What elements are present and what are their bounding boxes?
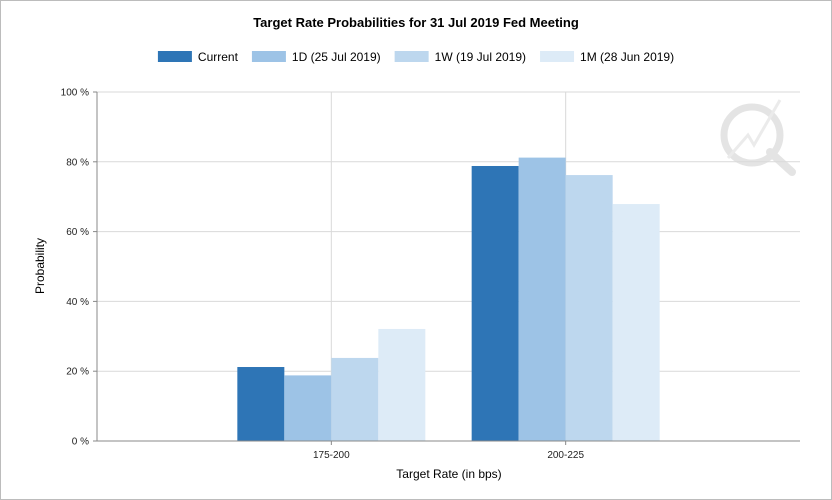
- legend-label: 1W (19 Jul 2019): [435, 50, 526, 64]
- legend-label: Current: [198, 50, 239, 64]
- legend-label: 1D (25 Jul 2019): [292, 50, 381, 64]
- legend-item: Current: [157, 50, 239, 64]
- legend-item: 1D (25 Jul 2019): [251, 50, 381, 64]
- x-tick-label: 175-200: [313, 450, 350, 461]
- legend-label: 1M (28 Jun 2019): [580, 50, 674, 64]
- legend-swatch: [251, 51, 286, 62]
- legend-swatch: [540, 51, 575, 62]
- bar-current-175-200: [237, 367, 285, 441]
- bars: [237, 157, 660, 441]
- y-tick-label: 0 %: [72, 437, 89, 448]
- axes: 0 % 20 % 40 % 60 % 80 % 100 % 175-200 200-225: [61, 88, 800, 461]
- y-tick-label: 20 %: [66, 367, 89, 378]
- legend: Current 1D (25 Jul 2019) 1W (19 Jul 2019) 1…: [157, 50, 674, 64]
- chart-title: Target Rate Probabilities for 31 Jul 201…: [253, 15, 579, 30]
- y-axis-label: Probability: [33, 238, 47, 294]
- x-axis-label: Target Rate (in bps): [396, 467, 501, 481]
- y-tick-label: 80 %: [66, 157, 89, 168]
- bar-1d-175-200: [284, 375, 332, 441]
- bar-1m-200-225: [612, 204, 660, 441]
- legend-swatch: [394, 51, 429, 62]
- bar-current-200-225: [471, 165, 519, 441]
- legend-item: 1W (19 Jul 2019): [394, 50, 526, 64]
- bar-1w-175-200: [331, 357, 379, 441]
- watermark-logo-icon: [720, 99, 796, 176]
- y-tick-label: 100 %: [61, 88, 89, 99]
- plot-grid: [97, 91, 800, 442]
- legend-swatch: [157, 51, 192, 62]
- x-tick-label: 200-225: [547, 450, 584, 461]
- y-tick-label: 40 %: [66, 297, 89, 308]
- bar-1d-200-225: [518, 157, 566, 441]
- bar-1m-175-200: [378, 328, 426, 441]
- bar-1w-200-225: [565, 175, 613, 441]
- legend-item: 1M (28 Jun 2019): [540, 50, 674, 64]
- y-tick-label: 60 %: [66, 227, 89, 238]
